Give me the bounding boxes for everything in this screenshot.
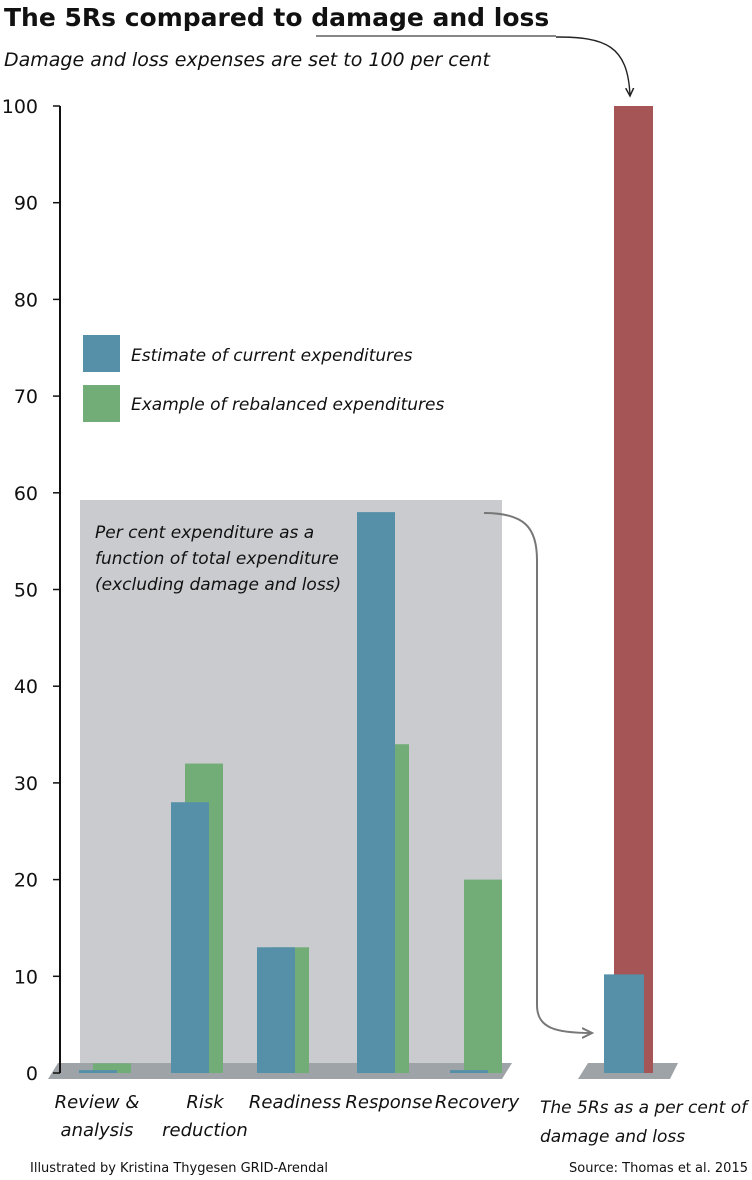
comparison-label-line-2: damage and loss	[540, 1127, 685, 1147]
bar-five-rs-total	[604, 974, 644, 1073]
comparison-label-line-1: The 5Rs as a per cent of	[540, 1098, 750, 1118]
y-tick-label: 50	[14, 580, 38, 602]
bar-current-4	[450, 1070, 488, 1073]
bar-rebalanced-0	[93, 1063, 131, 1073]
bar-current-3	[357, 512, 395, 1073]
bar-damage-and-loss	[614, 106, 653, 1073]
footer-credit: Illustrated by Kristina Thygesen GRID-Ar…	[30, 1161, 328, 1176]
legend-label-rebalanced: Example of rebalanced expenditures	[131, 395, 444, 415]
y-tick-label: 10	[14, 966, 38, 988]
inset-note-line-2: function of total expenditure	[95, 549, 339, 569]
y-tick-label: 90	[14, 193, 38, 215]
y-tick-label: 60	[14, 483, 38, 505]
category-label: Review & analysis	[55, 1092, 140, 1141]
category-label: Response	[345, 1092, 432, 1113]
legend: Estimate of current expenditures Example…	[83, 335, 444, 422]
bars	[79, 106, 653, 1073]
bar-rebalanced-4	[464, 879, 502, 1073]
bar-current-0	[79, 1070, 117, 1073]
chart-title: The 5Rs compared to damage and loss	[4, 3, 549, 32]
inset-note-line-3: (excluding damage and loss)	[95, 575, 341, 595]
legend-swatch-current	[83, 335, 120, 372]
y-tick-label: 30	[14, 773, 38, 795]
y-tick-label: 80	[14, 289, 38, 311]
category-label: Risk reduction	[162, 1092, 248, 1141]
y-tick-label: 70	[14, 386, 38, 408]
y-tick-label: 40	[14, 676, 38, 698]
y-tick-label: 0	[26, 1063, 38, 1085]
footer-source: Source: Thomas et al. 2015	[569, 1161, 748, 1176]
title-connector-arrow	[555, 36, 630, 96]
y-tick-label: 20	[14, 870, 38, 892]
y-axis: 0 10 20 30 40 50 60 70 80 90 100	[2, 96, 61, 1085]
category-label: Recovery	[435, 1092, 520, 1113]
category-label: Readiness	[249, 1092, 341, 1113]
inset-note: Per cent expenditure as a function of to…	[95, 523, 344, 595]
bar-current-1	[171, 802, 209, 1073]
legend-swatch-rebalanced	[83, 385, 120, 422]
inset-connector-arrow	[483, 512, 592, 1033]
bar-current-2	[257, 947, 295, 1073]
y-tick-label: 100	[2, 96, 38, 118]
legend-label-current: Estimate of current expenditures	[131, 346, 413, 366]
comparison-label: The 5Rs as a per cent of damage and loss	[540, 1098, 752, 1147]
inset-note-line-1: Per cent expenditure as a	[95, 523, 314, 543]
chart-subtitle: Damage and loss expenses are set to 100 …	[4, 49, 491, 71]
